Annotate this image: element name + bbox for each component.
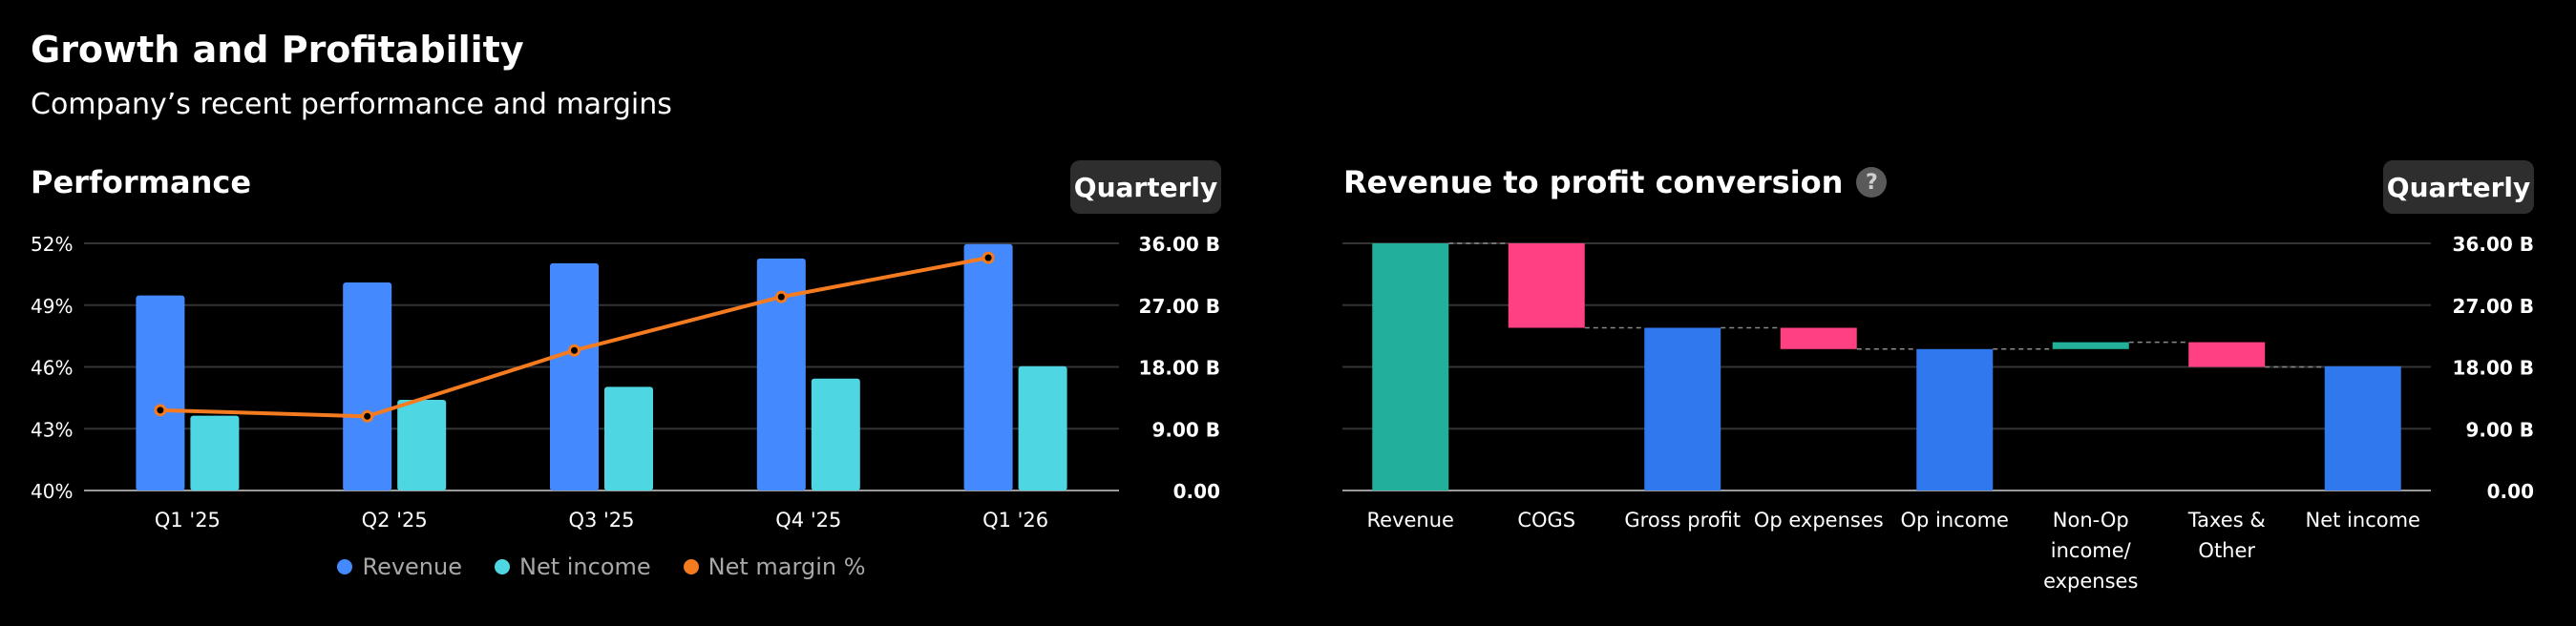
help-icon[interactable]: ? xyxy=(1856,167,1888,198)
net-margin-point xyxy=(568,344,581,357)
waterfall-bar xyxy=(1508,243,1585,328)
right-axis-tick-label: 18.00 B xyxy=(2453,357,2534,380)
left-axis-tick-label: 49% xyxy=(31,295,73,318)
conversion-period-button[interactable]: Quarterly xyxy=(2383,160,2534,214)
performance-title: Performance xyxy=(31,164,251,200)
right-axis-tick-label: 36.00 B xyxy=(2453,233,2534,256)
net-income-dot-icon xyxy=(495,559,510,574)
net-margin-dot-icon xyxy=(683,559,699,574)
waterfall-bar xyxy=(2052,342,2129,349)
performance-legend: Revenue Net income Net margin % xyxy=(0,553,1203,580)
net-margin-point xyxy=(774,290,788,303)
left-axis-tick-label: 46% xyxy=(31,357,73,380)
right-axis-tick-label: 27.00 B xyxy=(1139,295,1220,318)
x-axis-tick-label: COGS xyxy=(1517,509,1575,532)
net-income-bar xyxy=(604,386,653,490)
performance-title-text: Performance xyxy=(31,164,252,200)
x-axis-tick-label: Revenue xyxy=(1367,509,1454,532)
x-axis-tick-label: Op expenses xyxy=(1754,509,1884,532)
performance-period-button[interactable]: Quarterly xyxy=(1070,160,1221,214)
legend-label-net-income: Net income xyxy=(519,553,651,580)
x-axis-tick-label: Net income xyxy=(2306,509,2420,532)
legend-item-revenue[interactable]: Revenue xyxy=(337,553,462,580)
x-axis-tick-label: Q2 '25 xyxy=(362,509,428,532)
x-axis-tick-label: Non-Op xyxy=(2053,509,2129,532)
left-axis-tick-label: 40% xyxy=(31,480,73,503)
revenue-bar xyxy=(550,262,599,490)
x-axis-tick-label: Gross profit xyxy=(1624,509,1741,532)
net-margin-point xyxy=(361,409,374,423)
net-margin-point xyxy=(982,251,995,264)
performance-chart: 52% 36.00 B 49% 27.00 B 46% 18.00 B 43% 9.00 B 4… xyxy=(31,233,1220,532)
net-income-bar xyxy=(190,415,240,490)
conversion-title: Revenue to profit conversion ? xyxy=(1343,164,1888,200)
right-axis-tick-label: 0.00 xyxy=(1173,480,1220,503)
right-axis-tick-label: 18.00 B xyxy=(1139,357,1220,380)
legend-label-net-margin: Net margin % xyxy=(707,553,866,580)
right-axis-tick-label: 9.00 B xyxy=(1151,418,1220,441)
right-axis-tick-label: 36.00 B xyxy=(1139,233,1220,256)
page-title: Growth and Profitability xyxy=(31,29,524,71)
right-axis-tick-label: 0.00 xyxy=(2487,480,2534,503)
waterfall-bar xyxy=(1372,243,1449,490)
x-axis-tick-label: Taxes & xyxy=(2187,509,2266,532)
net-income-bar xyxy=(811,378,860,490)
x-axis-tick-label: Q1 '25 xyxy=(155,509,221,532)
page-subtitle: Company’s recent performance and margins xyxy=(31,88,672,121)
right-axis-tick-label: 27.00 B xyxy=(2453,295,2534,318)
x-axis-tick-label: Q3 '25 xyxy=(568,509,634,532)
x-axis-tick-label: Q4 '25 xyxy=(775,509,841,532)
conversion-chart: 36.00 B 27.00 B 18.00 B 9.00 B 0.00 Revenue CO… xyxy=(1342,233,2534,593)
legend-item-net-income[interactable]: Net income xyxy=(495,553,651,580)
legend-item-net-margin[interactable]: Net margin % xyxy=(683,553,866,580)
revenue-bar xyxy=(136,295,185,490)
left-axis-tick-label: 43% xyxy=(31,418,73,441)
x-axis-tick-label: Op income xyxy=(1901,509,2009,532)
left-axis-tick-label: 52% xyxy=(31,233,73,256)
x-axis-tick-label: Other xyxy=(2198,539,2255,562)
net-income-bar xyxy=(397,400,447,490)
revenue-bar xyxy=(963,243,1013,490)
x-axis-tick-label: expenses xyxy=(2043,570,2138,593)
right-axis-tick-label: 9.00 B xyxy=(2465,418,2534,441)
waterfall-bar xyxy=(2188,342,2266,367)
legend-label-revenue: Revenue xyxy=(362,553,462,580)
waterfall-bar xyxy=(1780,327,1857,349)
waterfall-bar xyxy=(1644,327,1721,490)
waterfall-bar xyxy=(1916,348,1994,490)
conversion-title-text: Revenue to profit conversion xyxy=(1343,164,1844,200)
net-margin-point xyxy=(154,404,167,417)
revenue-bar xyxy=(343,282,392,490)
waterfall-bar xyxy=(2324,365,2401,490)
net-income-bar xyxy=(1018,365,1067,490)
x-axis-tick-label: income/ xyxy=(2051,539,2132,562)
revenue-bar xyxy=(756,258,806,490)
revenue-dot-icon xyxy=(337,559,353,574)
x-axis-tick-label: Q1 '26 xyxy=(982,509,1048,532)
